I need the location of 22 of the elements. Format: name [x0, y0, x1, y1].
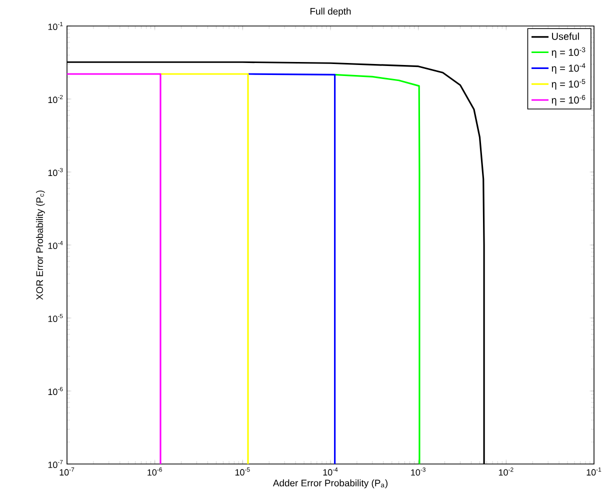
x-tick-label: 10$^{-6}$: [148, 468, 162, 476]
legend-label: η = 10$^{-4}$: [552, 63, 586, 74]
legend-label: Useful: [552, 32, 579, 40]
x-tick-label: 10$^{-3}$: [411, 468, 426, 476]
x-tick-label: 10$^{-5}$: [235, 468, 250, 476]
chart-title: Full depth: [310, 8, 351, 17]
legend-label: η = 10$^{-6}$: [552, 95, 586, 106]
y-tick-label: 10$^{-4}$: [48, 241, 63, 250]
y-axis-title: XOR Error Probability (P$_{c}$): [36, 190, 45, 300]
x-tick-label: 10$^{-7}$: [60, 468, 74, 476]
x-axis-title: Adder Error Probability (P$_{a}$): [272, 480, 388, 488]
legend-label: η = 10$^{-5}$: [552, 79, 586, 90]
x-tick-label: 10$^{-1}$: [586, 468, 602, 476]
y-tick-label: 10$^{-6}$: [48, 387, 63, 396]
legend-label: η = 10$^{-3}$: [552, 48, 586, 58]
y-tick-label: 10$^{-5}$: [48, 314, 63, 322]
x-tick-label: 10$^{-4}$: [323, 468, 338, 476]
y-tick-label: 10$^{-2}$: [48, 95, 63, 104]
y-tick-label: 10$^{-3}$: [48, 168, 63, 176]
y-tick-label: 10$^{-1}$: [48, 22, 63, 30]
x-tick-label: 10$^{-2}$: [498, 468, 514, 476]
y-tick-label: 10$^{-7}$: [48, 460, 63, 468]
